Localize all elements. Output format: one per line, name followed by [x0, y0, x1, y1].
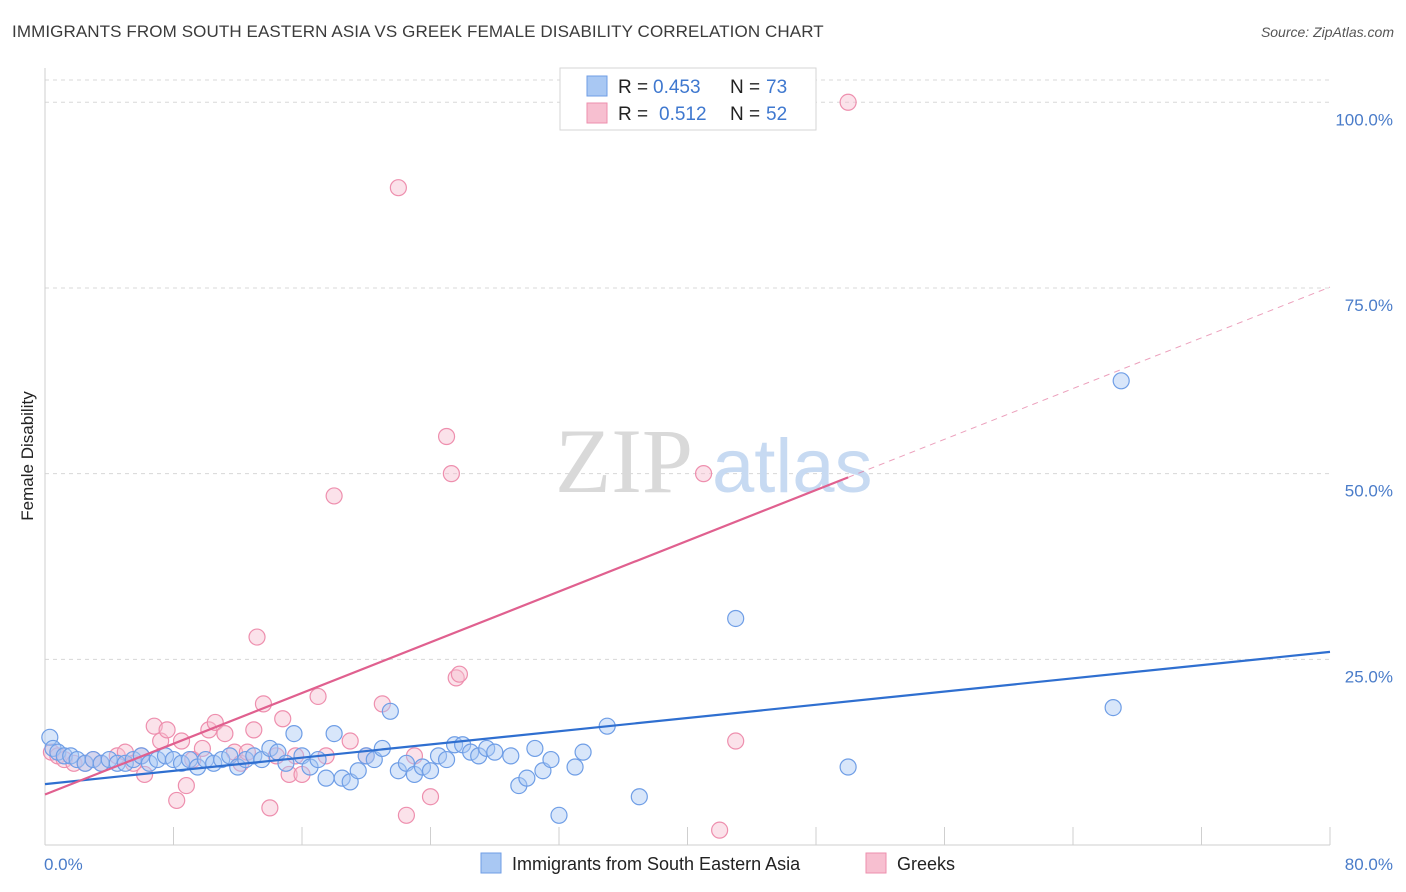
point-immigrants-sea [172, 754, 191, 772]
legend-box: R = 0.453 N = 73 R = 0.512 N = 52 [559, 67, 817, 131]
trend-line-greeks [44, 476, 849, 796]
legend-r-value-2: 0.512 [659, 104, 707, 125]
point-greeks [341, 732, 359, 750]
trend-line-immigrants-sea [44, 650, 1331, 786]
bottom-legend-label-blue: Immigrants from South Eastern Asia [512, 854, 801, 874]
point-immigrants-sea [1104, 698, 1122, 717]
bottom-legend: Immigrants from South Eastern Asia Greek… [480, 852, 955, 874]
point-greeks [421, 788, 440, 806]
point-immigrants-sea [285, 724, 303, 743]
point-greeks [442, 465, 460, 483]
point-immigrants-sea [462, 743, 480, 761]
point-immigrants-sea [630, 788, 648, 806]
point-greeks [177, 776, 195, 795]
point-immigrants-sea [478, 739, 496, 758]
point-immigrants-sea [574, 743, 592, 761]
point-greeks [168, 791, 186, 810]
point-greeks [193, 739, 212, 758]
point-greeks [839, 93, 857, 111]
legend-n-label-2: N = [730, 104, 760, 125]
point-immigrants-sea [245, 747, 263, 765]
point-greeks [280, 765, 298, 784]
legend-n-label-1: N = [730, 77, 760, 98]
point-immigrants-sea [41, 728, 59, 746]
y-tick-labels: 25.0% 50.0% 75.0% 100.0% [1335, 110, 1393, 686]
point-immigrants-sea [309, 750, 327, 769]
point-immigrants-sea [333, 769, 351, 787]
point-greeks [450, 665, 469, 683]
point-immigrants-sea [1112, 372, 1130, 390]
point-greeks [274, 710, 292, 728]
legend-n-value-2: 52 [766, 104, 787, 125]
point-immigrants-sea [518, 769, 536, 787]
y-tick-label-25: 25.0% [1345, 667, 1393, 686]
point-greeks [216, 724, 234, 743]
bottom-legend-swatch-blue [480, 852, 502, 874]
y-tick-label-100: 100.0% [1335, 110, 1393, 129]
point-greeks [727, 732, 745, 750]
y-axis-label: Female Disability [18, 391, 37, 521]
point-immigrants-sea [486, 743, 504, 761]
point-greeks [325, 487, 343, 505]
legend-r-label-1: R = [618, 77, 648, 98]
legend-r-value-1: 0.453 [653, 77, 701, 98]
point-immigrants-sea [100, 750, 118, 769]
point-greeks [261, 799, 279, 817]
bottom-legend-label-pink: Greeks [897, 854, 955, 874]
chart-title: IMMIGRANTS FROM SOUTH EASTERN ASIA VS GR… [12, 22, 824, 41]
point-immigrants-sea [140, 754, 159, 772]
point-greeks [145, 717, 163, 735]
axes [44, 68, 1331, 846]
legend-n-value-1: 73 [766, 77, 787, 98]
point-greeks [397, 806, 416, 824]
trend-lines [44, 286, 1331, 796]
point-immigrants-sea [839, 758, 857, 776]
point-immigrants-sea [566, 758, 584, 776]
point-immigrants-sea [550, 806, 568, 824]
point-greeks [309, 687, 327, 706]
point-immigrants-sea [526, 739, 544, 758]
gridlines [45, 79, 1330, 660]
point-greeks [158, 721, 176, 739]
series-immigrants-sea [41, 372, 1130, 824]
point-immigrants-sea [349, 762, 367, 780]
point-immigrants-sea [261, 739, 279, 758]
point-greeks [694, 465, 713, 483]
legend-r-label-2: R = [618, 104, 648, 125]
point-immigrants-sea [429, 747, 448, 765]
point-greeks [437, 427, 456, 446]
point-immigrants-sea [325, 724, 343, 743]
point-greeks [389, 179, 407, 197]
point-immigrants-sea [213, 750, 231, 769]
point-greeks [245, 721, 263, 739]
legend-swatch-blue [586, 75, 608, 97]
point-immigrants-sea [317, 769, 335, 787]
bottom-legend-swatch-pink [865, 852, 887, 874]
point-immigrants-sea [413, 758, 432, 776]
point-immigrants-sea [542, 750, 560, 769]
x-tick-min: 0.0% [44, 855, 83, 874]
trend-extension-greeks [847, 286, 1331, 478]
point-immigrants-sea [502, 747, 520, 765]
point-immigrants-sea [55, 747, 73, 765]
point-greeks [248, 628, 266, 646]
point-greeks [254, 695, 273, 713]
point-immigrants-sea [727, 609, 745, 628]
chart-source: Source: ZipAtlas.com [1260, 24, 1394, 40]
point-immigrants-sea [381, 702, 399, 720]
legend-swatch-pink [586, 102, 608, 124]
point-immigrants-sea [437, 750, 456, 769]
point-immigrants-sea [421, 762, 440, 780]
y-tick-label-75: 75.0% [1345, 296, 1393, 315]
watermark-zip: ZIP [555, 410, 693, 512]
point-greeks [711, 821, 729, 839]
x-tick-max: 80.0% [1345, 855, 1393, 874]
watermark-atlas: atlas [712, 424, 873, 509]
y-tick-label-50: 50.0% [1345, 482, 1393, 501]
